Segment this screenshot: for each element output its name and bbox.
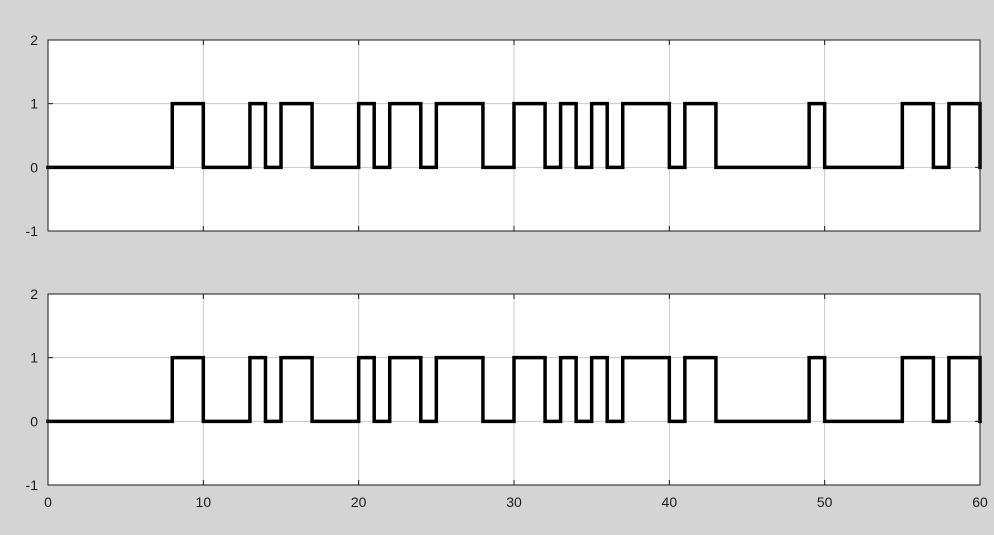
y-tick-label: 2 xyxy=(30,32,38,48)
x-tick-label: 10 xyxy=(196,494,212,510)
y-tick-label: 2 xyxy=(30,286,38,302)
x-tick-label: 60 xyxy=(972,494,988,510)
y-tick-label: -1 xyxy=(26,223,39,239)
x-tick-label: 30 xyxy=(506,494,522,510)
x-tick-label: 50 xyxy=(817,494,833,510)
y-tick-label: 0 xyxy=(30,159,38,175)
x-tick-label: 40 xyxy=(662,494,678,510)
signal-line-1 xyxy=(46,355,982,424)
y-tick-label: 1 xyxy=(30,350,38,366)
axes-1: -1 0 1 2 xyxy=(26,32,982,239)
x-tick-label: 20 xyxy=(351,494,367,510)
y-tick-label: 0 xyxy=(30,413,38,429)
y-tick-label: 1 xyxy=(30,96,38,112)
y-tick-label: -1 xyxy=(26,477,39,493)
x-tick-label: 0 xyxy=(44,494,52,510)
signal-line-1 xyxy=(46,101,982,170)
